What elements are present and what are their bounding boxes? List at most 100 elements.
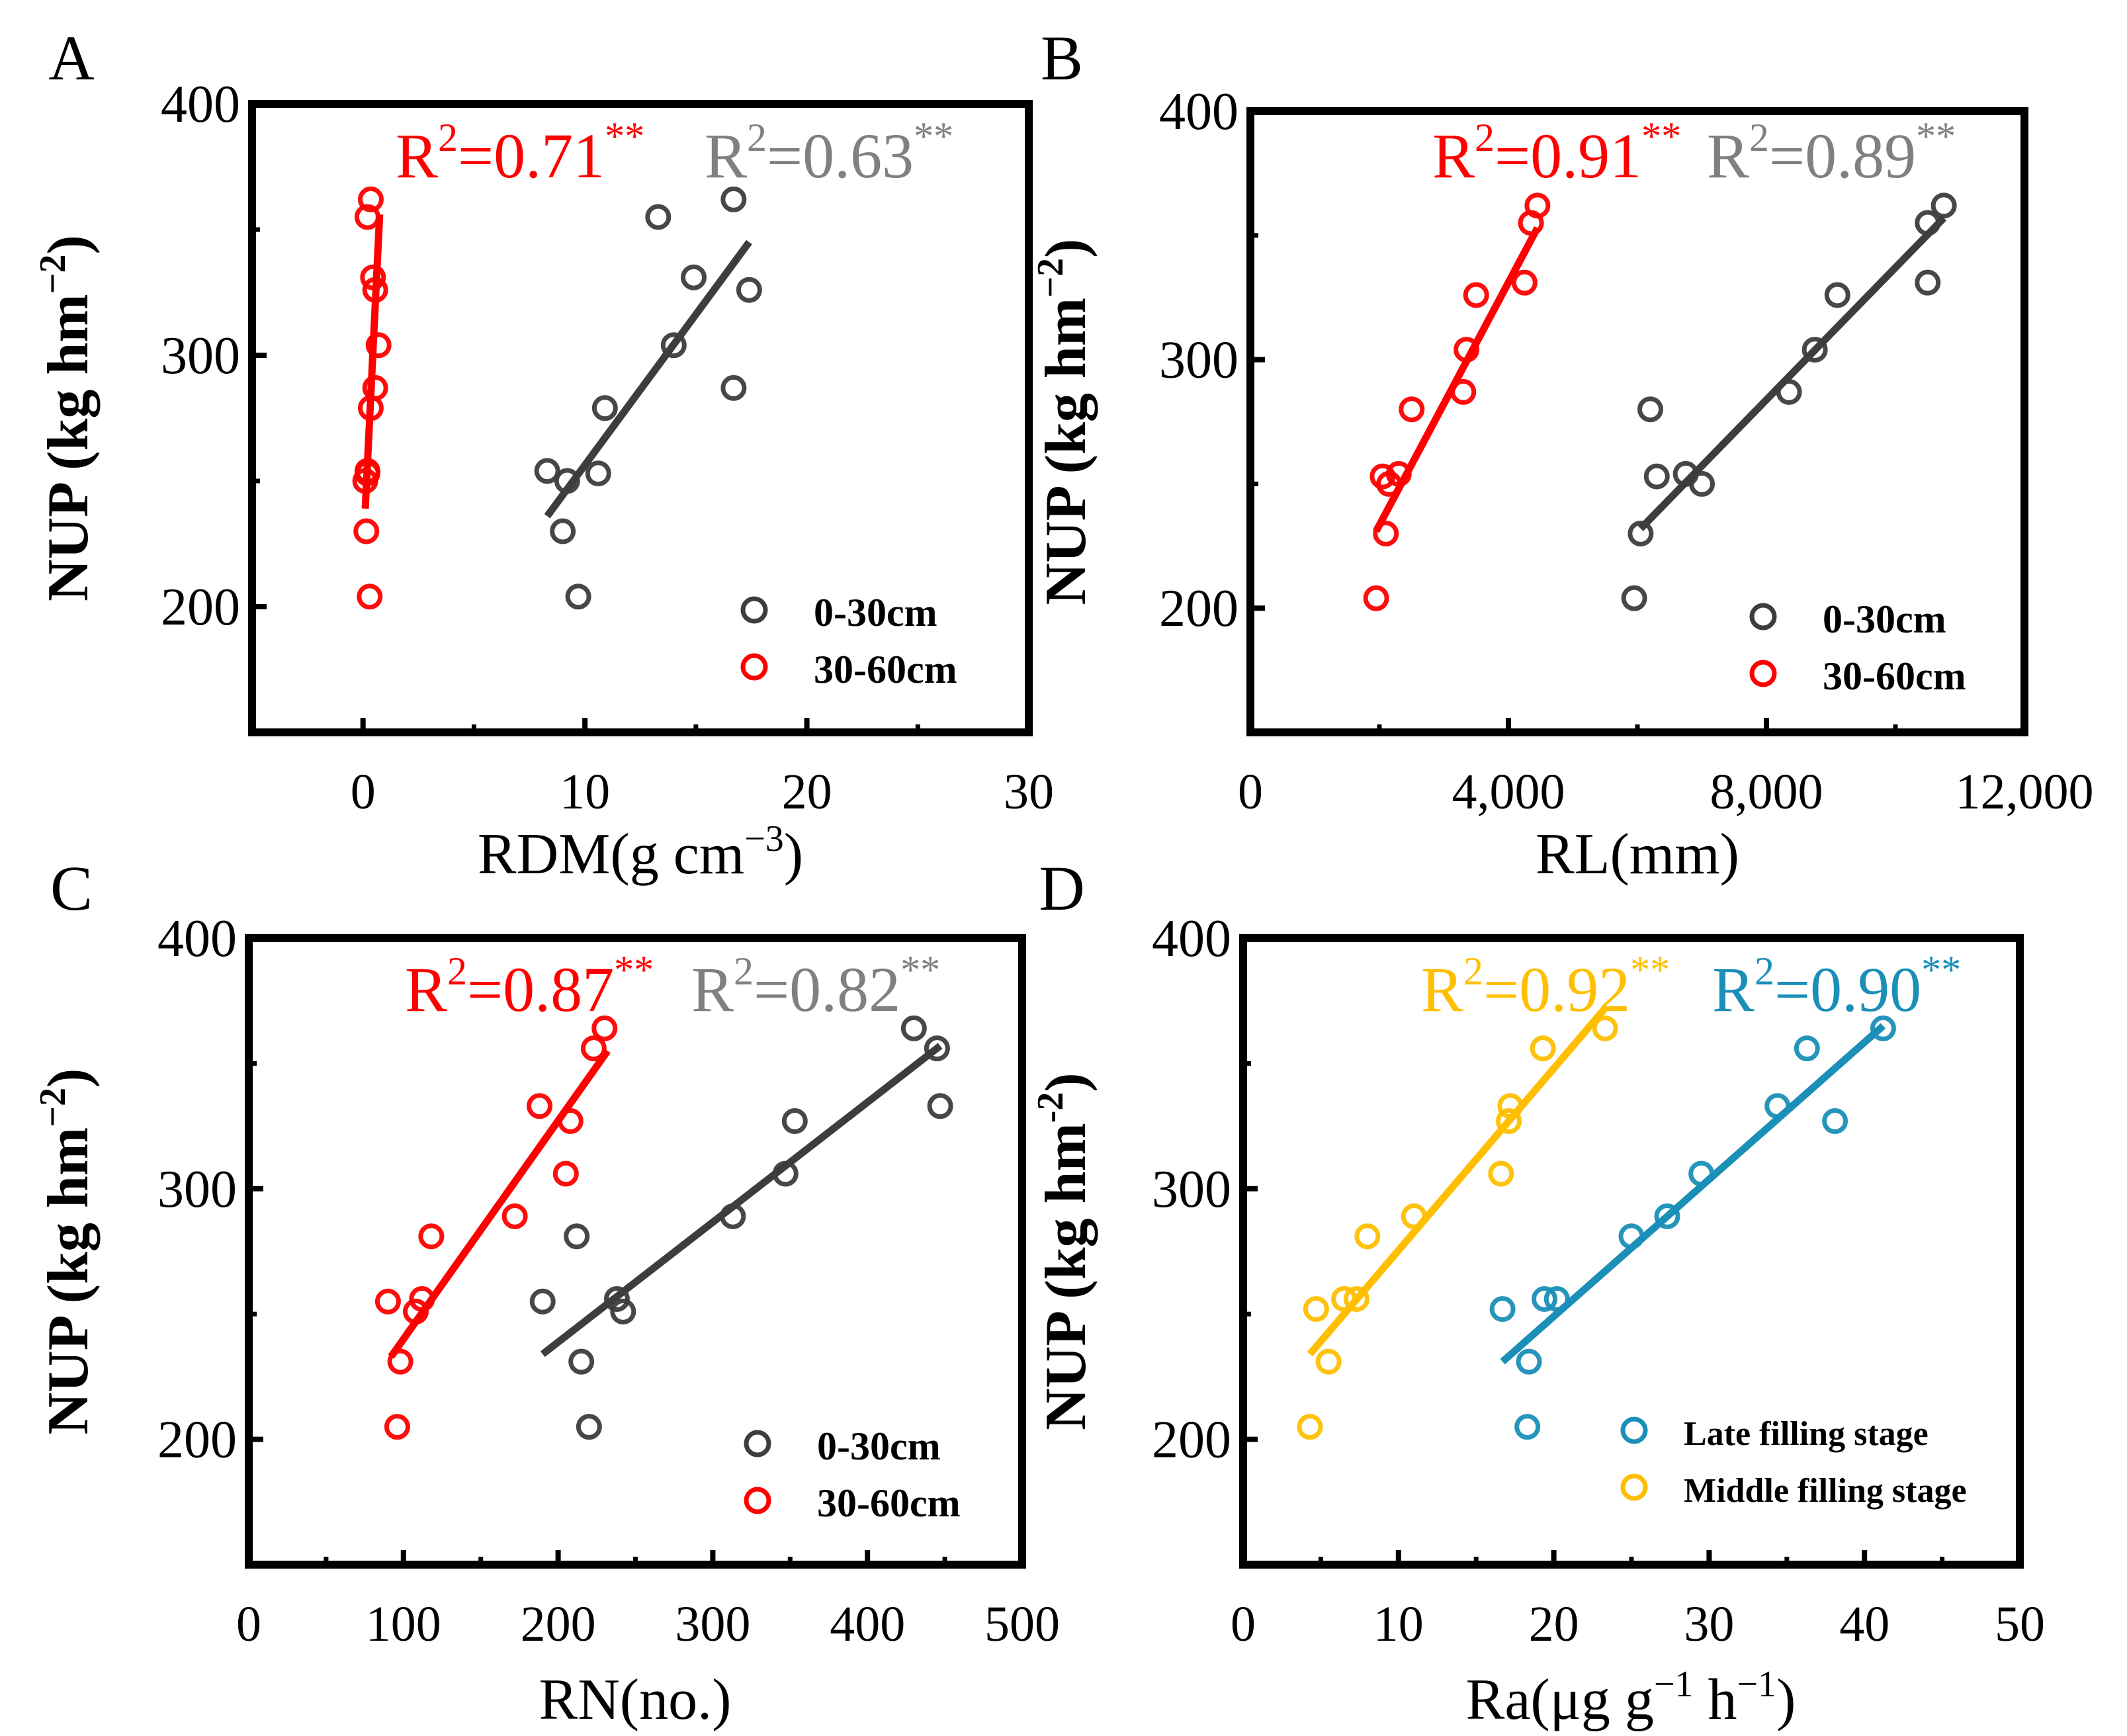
r2-prefix: R: [1432, 120, 1475, 191]
data-point: [645, 204, 672, 230]
r2-prefix: R: [1707, 120, 1749, 191]
y-tick-label: 300: [1159, 331, 1238, 390]
x-tick-label: 0: [351, 764, 376, 820]
data-point: [1489, 1296, 1516, 1323]
r2-annotation: R2=0.82**: [691, 948, 940, 1025]
data-point: [924, 1035, 950, 1062]
r2-annotation: R2=0.92**: [1421, 948, 1670, 1025]
legend-item: Middle filling stage: [1620, 1472, 1967, 1510]
data-point: [603, 1285, 630, 1312]
data-point: [1399, 396, 1425, 423]
legend-item: 0-30cm: [744, 1424, 941, 1468]
data-point: [1592, 1015, 1618, 1041]
data-point: [927, 1093, 953, 1119]
data-point: [354, 204, 380, 230]
legend-label: 0-30cm: [814, 591, 937, 634]
data-point: [1454, 337, 1480, 363]
r2-prefix: R: [1421, 954, 1463, 1025]
data-point: [1385, 460, 1412, 487]
legend-label: 30-60cm: [814, 648, 957, 691]
data-point: [576, 1414, 602, 1440]
data-point: [365, 332, 392, 359]
fit-line: [1373, 226, 1541, 533]
legend-item: 0-30cm: [1749, 597, 1946, 641]
legend-item: 30-60cm: [1749, 654, 1966, 698]
data-point: [1303, 1296, 1329, 1323]
data-point: [1618, 1223, 1645, 1250]
data-point: [403, 1298, 429, 1324]
data-point: [1401, 1203, 1427, 1229]
legend-label: 30-60cm: [817, 1481, 961, 1525]
data-point: [384, 1414, 410, 1440]
r2-sup: 2: [438, 116, 458, 159]
data-point: [1801, 337, 1828, 363]
data-point: [1511, 269, 1538, 296]
x-axis-label-sup2: −1: [1737, 1664, 1776, 1705]
x-tick-label: 100: [366, 1596, 441, 1652]
legend-marker: [1620, 1473, 1648, 1501]
panel-letter: D: [1039, 853, 1084, 924]
x-axis-label-end: ): [1776, 1668, 1796, 1732]
y-axis-label-end: ): [36, 1068, 101, 1088]
x-tick-label: 0: [236, 1596, 261, 1652]
data-point: [374, 1288, 401, 1315]
data-point: [1776, 378, 1802, 405]
series-0-30cm: [529, 1015, 953, 1440]
data-point: [552, 1160, 579, 1187]
r2-annotation: R2=0.71**: [396, 114, 644, 191]
series-middle-filling-stage: [1297, 1006, 1618, 1440]
x-tick-label: 10: [560, 764, 610, 820]
data-point: [681, 264, 707, 290]
data-point: [1688, 1160, 1715, 1187]
x-tick-label: 0: [1238, 764, 1263, 820]
fit-line: [1637, 215, 1947, 531]
data-point: [591, 395, 618, 421]
data-point: [1643, 463, 1670, 490]
r2-value: =0.92: [1483, 954, 1630, 1025]
y-tick-label: 200: [1152, 1411, 1231, 1469]
data-point: [1822, 1108, 1848, 1135]
y-axis-label: NUP (kg hm−2): [32, 235, 101, 601]
data-point: [1654, 1203, 1680, 1229]
data-point: [564, 1223, 590, 1250]
data-point: [501, 1203, 528, 1229]
data-point: [1931, 193, 1957, 219]
panel-letter: C: [50, 853, 93, 924]
data-point: [1297, 1414, 1323, 1440]
data-point: [1628, 521, 1654, 547]
data-point: [534, 458, 560, 484]
x-axis-label-main: RDM(g cm: [478, 822, 744, 887]
r2-value: =0.89: [1769, 120, 1916, 191]
data-point: [1530, 1035, 1556, 1062]
series-30-60cm: [352, 186, 392, 610]
data-point: [362, 277, 388, 303]
series-0-30cm: [1621, 193, 1957, 611]
x-tick-label: 50: [1995, 1596, 2045, 1652]
data-point: [610, 1298, 636, 1324]
data-point: [580, 1035, 607, 1062]
data-point: [736, 277, 762, 303]
x-tick-label: 30: [1004, 764, 1054, 820]
y-tick-label: 200: [157, 1411, 237, 1469]
data-point: [360, 264, 386, 290]
legend-label: Middle filling stage: [1684, 1472, 1967, 1510]
series-late-filling-stage: [1489, 1015, 1896, 1440]
data-point: [550, 518, 576, 544]
r2-annotation: R2=0.90**: [1712, 948, 1961, 1025]
data-point: [781, 1108, 808, 1135]
data-point: [772, 1160, 799, 1187]
data-point: [527, 1093, 553, 1119]
data-point: [354, 460, 380, 487]
data-point: [1450, 378, 1477, 405]
legend-label: 0-30cm: [817, 1424, 941, 1468]
r2-significance: **: [1641, 114, 1681, 158]
y-axis-label: NUP (kg hm-2): [1030, 1072, 1098, 1430]
legend-marker: [1620, 1416, 1648, 1444]
r2-value: =0.91: [1495, 120, 1641, 191]
x-tick-label: 300: [675, 1596, 750, 1652]
data-point: [1331, 1285, 1358, 1312]
y-tick-label: 300: [157, 1160, 237, 1219]
data-point: [1343, 1285, 1369, 1312]
